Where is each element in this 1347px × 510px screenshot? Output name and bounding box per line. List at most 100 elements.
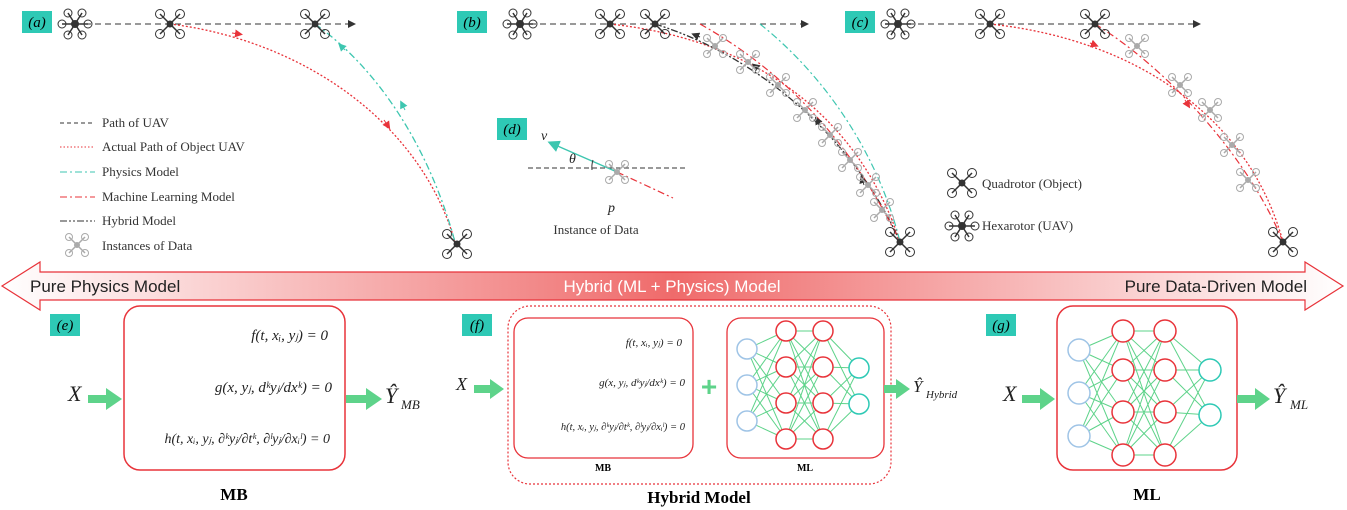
nn-node: [736, 338, 758, 360]
legend-label: Instances of Data: [102, 238, 192, 253]
nn-node: [812, 356, 834, 378]
data-instance-icon: [64, 232, 90, 258]
svg-text:(a): (a): [28, 15, 46, 31]
hexarotor-icon: [57, 8, 93, 40]
nn-node: [1067, 381, 1091, 405]
nn-node: [775, 356, 797, 378]
hybrid-container: [507, 305, 892, 485]
mb-box: [123, 305, 346, 471]
legend-label: Machine Learning Model: [102, 189, 235, 204]
nn-node: [848, 357, 870, 379]
svg-text:(b): (b): [463, 15, 481, 31]
band-right-label: Pure Data-Driven Model: [1125, 277, 1307, 296]
nn-edge: [822, 367, 860, 440]
nn-node: [1111, 358, 1135, 382]
equation-f: f(t, xᵢ, yⱼ) = 0: [251, 328, 328, 344]
model-spectrum-arrow: Pure Physics Model Hybrid (ML + Physics)…: [0, 260, 1345, 312]
hybrid-mb-box: [513, 317, 694, 459]
mb-label: MB: [220, 485, 247, 504]
nn-edge: [1164, 330, 1211, 416]
hexarotor-icon: [944, 210, 980, 242]
instance-caption: Instance of Data: [553, 222, 638, 237]
nn-node: [812, 428, 834, 450]
position-label: p: [607, 201, 615, 216]
output-y: Ŷ: [385, 383, 400, 408]
svg-text:(e): (e): [57, 318, 74, 334]
output-arrow: [1237, 388, 1270, 410]
output-sub: MB: [400, 397, 420, 412]
band-center-label: Hybrid (ML + Physics) Model: [563, 277, 780, 296]
nn-edge: [746, 330, 787, 386]
output-y: Ŷ: [1273, 383, 1288, 408]
nn-node: [848, 393, 870, 415]
neural-network: [1067, 319, 1222, 467]
legend-label: Hybrid Model: [102, 213, 176, 228]
panel-tag-b: (b): [457, 11, 487, 33]
hybrid-ml-label: ML: [797, 463, 813, 474]
panel-tag-g: (g): [986, 314, 1016, 336]
neural-network: [736, 320, 870, 450]
nn-edge: [785, 330, 824, 404]
hexarotor-icon: [880, 8, 916, 40]
quadrotor-icon: [946, 167, 978, 199]
panel-tag-a: (a): [22, 11, 52, 33]
hexarotor-icon: [502, 8, 538, 40]
output-sub: ML: [1289, 397, 1308, 412]
input-x: X: [67, 381, 83, 406]
nn-node: [1067, 338, 1091, 362]
hybrid-model-label: Hybrid Model: [647, 488, 751, 507]
nn-edge: [1078, 369, 1124, 437]
nn-node: [1067, 424, 1091, 448]
nn-edge: [785, 366, 824, 440]
nn-node: [736, 374, 758, 396]
output-arrow: [884, 379, 910, 399]
theta-label: θ: [569, 152, 576, 167]
nn-node: [1111, 319, 1135, 343]
svg-text:(c): (c): [852, 15, 869, 31]
panel-f-hybrid: X f(t, xᵢ, yⱼ) = 0 g(x, yⱼ, dᵏyⱼ/dxᵏ) = …: [455, 305, 958, 507]
output-y: Ŷ: [913, 377, 924, 396]
nn-edge: [1122, 369, 1166, 456]
nn-edge: [1164, 369, 1211, 456]
panel-b-trajectories: [502, 8, 916, 258]
nn-node: [775, 392, 797, 414]
input-arrow: [474, 379, 504, 399]
input-x: X: [455, 374, 468, 394]
band-left-label: Pure Physics Model: [30, 277, 180, 296]
legend-label: Path of UAV: [102, 115, 170, 130]
quadrotor-icon: [884, 226, 916, 258]
output-sub: Hybrid: [925, 389, 958, 401]
svg-text:(f): (f): [470, 318, 484, 334]
nn-node: [1111, 400, 1135, 424]
nn-node: [736, 410, 758, 432]
panel-d-instance: v θ p Instance of Data: [528, 129, 688, 237]
nn-node: [812, 320, 834, 342]
svg-text:(d): (d): [503, 122, 521, 138]
svg-text:(g): (g): [992, 318, 1010, 334]
nn-node: [1198, 358, 1222, 382]
nn-node: [775, 428, 797, 450]
legend: Path of UAV Actual Path of Object UAV Ph…: [60, 115, 245, 258]
nn-node: [1153, 319, 1177, 343]
nn-node: [812, 392, 834, 414]
equation-h: h(t, xᵢ, yⱼ, ∂ᵏyⱼ/∂tᵏ, ∂ˡyⱼ/∂xᵢˡ) = 0: [164, 432, 330, 447]
nn-node: [1153, 358, 1177, 382]
input-arrow: [1022, 388, 1055, 410]
quadrotor-legend-label: Quadrotor (Object): [982, 176, 1082, 191]
input-arrow: [88, 388, 122, 410]
nn-edge: [1122, 330, 1166, 456]
hybrid-mb-label: MB: [595, 463, 611, 474]
panel-g-ml: X Ŷ ML ML: [1002, 305, 1308, 504]
quadrotor-icon: [1267, 226, 1299, 258]
panel-a-trajectories: [57, 8, 473, 260]
equation-g: g(x, yⱼ, dᵏyⱼ/dxᵏ) = 0: [599, 377, 685, 389]
quadrotor-icon: [441, 228, 473, 260]
panel-tag-e: (e): [50, 314, 80, 336]
nn-node: [775, 320, 797, 342]
nn-node: [1198, 403, 1222, 427]
legend-label: Physics Model: [102, 164, 179, 179]
output-arrow: [346, 388, 382, 410]
input-x: X: [1002, 381, 1018, 406]
equation-g: g(x, yⱼ, dᵏyⱼ/dxᵏ) = 0: [215, 380, 333, 396]
